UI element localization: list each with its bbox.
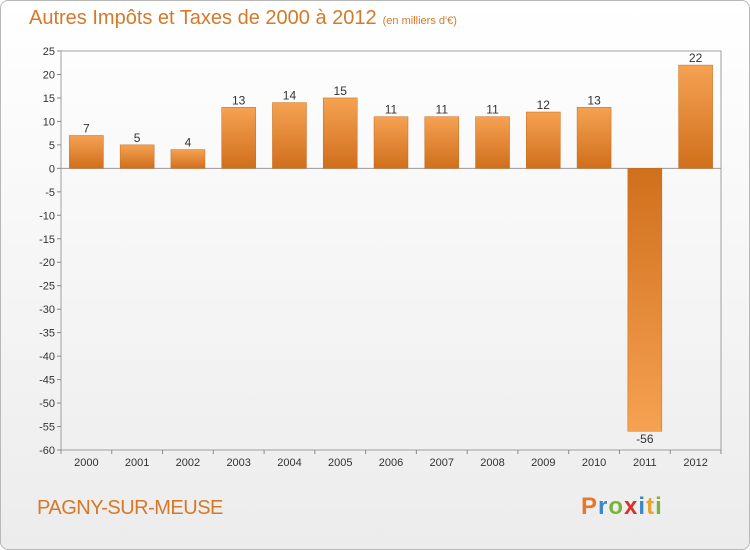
y-tick-label: 15 <box>43 93 55 105</box>
logo-letter: i <box>638 493 647 520</box>
data-label: 7 <box>83 121 90 135</box>
chart-title-text: Autres Impôts et Taxes de 2000 à 2012 <box>29 7 377 29</box>
x-tick-label: 2005 <box>328 457 352 469</box>
y-tick-label: -10 <box>39 210 55 222</box>
y-tick-label: -55 <box>39 422 55 434</box>
data-label: 13 <box>587 93 601 107</box>
data-label: 22 <box>689 51 703 65</box>
y-tick-label: -60 <box>39 445 55 457</box>
bar <box>170 149 206 169</box>
data-label: 11 <box>436 103 449 117</box>
x-tick-label: 2006 <box>379 457 403 469</box>
x-tick-label: 2009 <box>531 457 555 469</box>
y-tick-label: -40 <box>39 351 55 363</box>
bar <box>119 144 155 169</box>
logo-letter: r <box>598 493 609 520</box>
x-tick-label: 2000 <box>74 457 98 469</box>
chart-title: Autres Impôts et Taxes de 2000 à 2012 (en… <box>29 7 457 30</box>
bar <box>424 116 460 169</box>
x-tick-label: 2012 <box>683 457 707 469</box>
proxiti-logo: Proxiti <box>581 493 663 521</box>
bar <box>526 111 561 169</box>
plot-border <box>60 50 722 451</box>
x-tick-label: 2003 <box>226 457 250 469</box>
data-label: 11 <box>385 103 398 117</box>
y-tick-label: -50 <box>39 398 55 410</box>
x-tick-label: 2001 <box>125 457 149 469</box>
x-tick-label: 2004 <box>277 457 301 469</box>
commune-name: PAGNY-SUR-MEUSE <box>37 497 223 519</box>
y-tick-label: -5 <box>45 187 55 199</box>
data-label: -56 <box>636 432 654 446</box>
data-label: 11 <box>486 103 499 117</box>
y-tick-label: -15 <box>39 234 55 246</box>
y-tick-label: 5 <box>49 140 55 152</box>
data-label: 14 <box>283 89 297 103</box>
data-label: 12 <box>537 98 551 112</box>
bar <box>678 64 713 169</box>
logo-letter: t <box>646 493 656 520</box>
y-tick-label: -25 <box>39 281 55 293</box>
bar <box>373 116 409 169</box>
bar <box>272 102 307 169</box>
y-tick-label: -35 <box>39 328 55 340</box>
y-tick-label: 20 <box>43 69 55 81</box>
logo-letter: P <box>581 493 599 520</box>
data-label: 13 <box>232 93 246 107</box>
x-tick-label: 2008 <box>480 457 504 469</box>
x-tick-label: 2011 <box>633 457 657 469</box>
data-label: 5 <box>134 131 141 145</box>
bar <box>322 97 358 169</box>
logo-letter: o <box>608 493 625 520</box>
chart-unit: (en milliers d'€) <box>382 15 457 27</box>
data-label: 4 <box>185 136 192 150</box>
bar <box>69 135 104 169</box>
data-label: 15 <box>334 84 348 98</box>
bar <box>475 116 510 169</box>
y-tick-label: -45 <box>39 375 55 387</box>
y-tick-label: 25 <box>43 46 55 58</box>
x-tick-label: 2010 <box>582 457 606 469</box>
y-tick-label: -30 <box>39 304 55 316</box>
plot-area: 25 20 15 10 5 0 -5 -10 -15 -20 -25 -30 -35 -40 -45 -50 -… <box>39 46 722 469</box>
y-tick-label: 10 <box>43 116 55 128</box>
bar <box>576 107 612 169</box>
bar <box>627 168 663 432</box>
x-tick-label: 2002 <box>176 457 200 469</box>
logo-letter: i <box>655 493 663 520</box>
bar <box>221 107 256 169</box>
logo-letter: x <box>624 493 639 520</box>
y-tick-label: -20 <box>39 257 55 269</box>
y-tick-label: 0 <box>49 163 55 175</box>
x-tick-label: 2007 <box>430 457 454 469</box>
